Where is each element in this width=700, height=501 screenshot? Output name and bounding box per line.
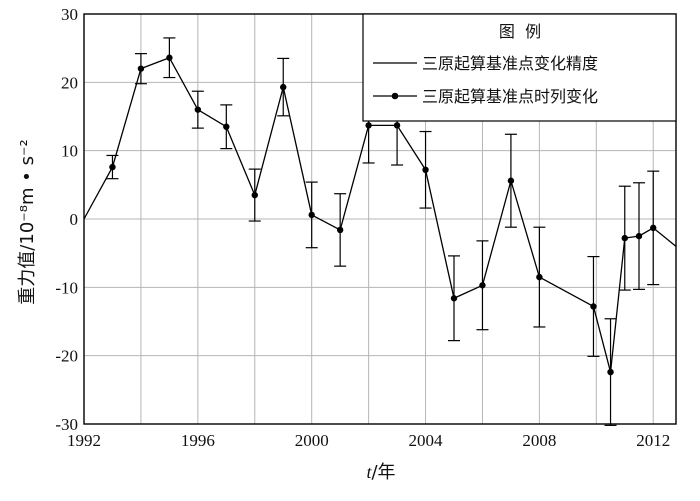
legend-dot-marker <box>391 92 399 100</box>
x-axis-label: t/年 <box>366 462 395 483</box>
data-point <box>507 177 515 184</box>
y-tick-label: 30 <box>61 5 78 24</box>
y-tick-label: 20 <box>61 73 78 92</box>
data-point <box>365 122 372 129</box>
y-axis-label: 重力值/10⁻⁸m • s⁻² <box>17 139 38 304</box>
data-point <box>607 368 614 376</box>
x-tick-label: 2004 <box>409 431 444 450</box>
legend-title: 图 例 <box>499 22 541 41</box>
x-axis-label-variable: t <box>366 462 372 482</box>
data-point <box>308 211 315 219</box>
data-point <box>166 54 173 61</box>
x-tick-label: 2000 <box>295 431 329 450</box>
data-point <box>194 106 202 113</box>
x-tick-label: 1996 <box>181 431 215 450</box>
data-point <box>536 273 543 281</box>
y-tick-label: -30 <box>55 415 78 434</box>
x-tick-label: 2012 <box>636 431 670 450</box>
legend-box <box>362 13 677 122</box>
y-tick-label: -20 <box>55 347 78 366</box>
legend-item-timeseries: 三原起算基准点时列变化 <box>422 87 598 106</box>
data-point <box>109 163 116 171</box>
data-point <box>621 234 628 242</box>
series-layer <box>83 37 677 426</box>
data-point <box>422 166 429 173</box>
data-point <box>450 295 458 302</box>
data-point <box>635 232 643 240</box>
data-point <box>479 282 486 289</box>
tick-labels: 1992 1996 2000 2004 2008 2012 30 20 10 0 -10 -20 -30 <box>55 5 670 450</box>
data-point <box>393 122 401 129</box>
x-tick-label: 2008 <box>522 431 556 450</box>
data-point <box>280 83 287 91</box>
data-point <box>223 123 230 130</box>
data-point <box>137 65 145 72</box>
data-point <box>650 224 657 232</box>
data-point <box>336 226 344 234</box>
y-tick-label: 10 <box>61 142 78 161</box>
x-axis-label-unit: /年 <box>371 462 395 483</box>
legend-item-precision: 三原起算基准点变化精度 <box>422 54 598 73</box>
data-point <box>251 191 258 199</box>
data-point <box>590 303 597 310</box>
y-tick-label: -10 <box>55 278 78 297</box>
y-tick-label: 0 <box>70 210 79 229</box>
legend: 图 例 三原起算基准点变化精度 三原起算基准点时列变化 <box>362 13 677 122</box>
x-tick-label: 1992 <box>67 431 101 450</box>
